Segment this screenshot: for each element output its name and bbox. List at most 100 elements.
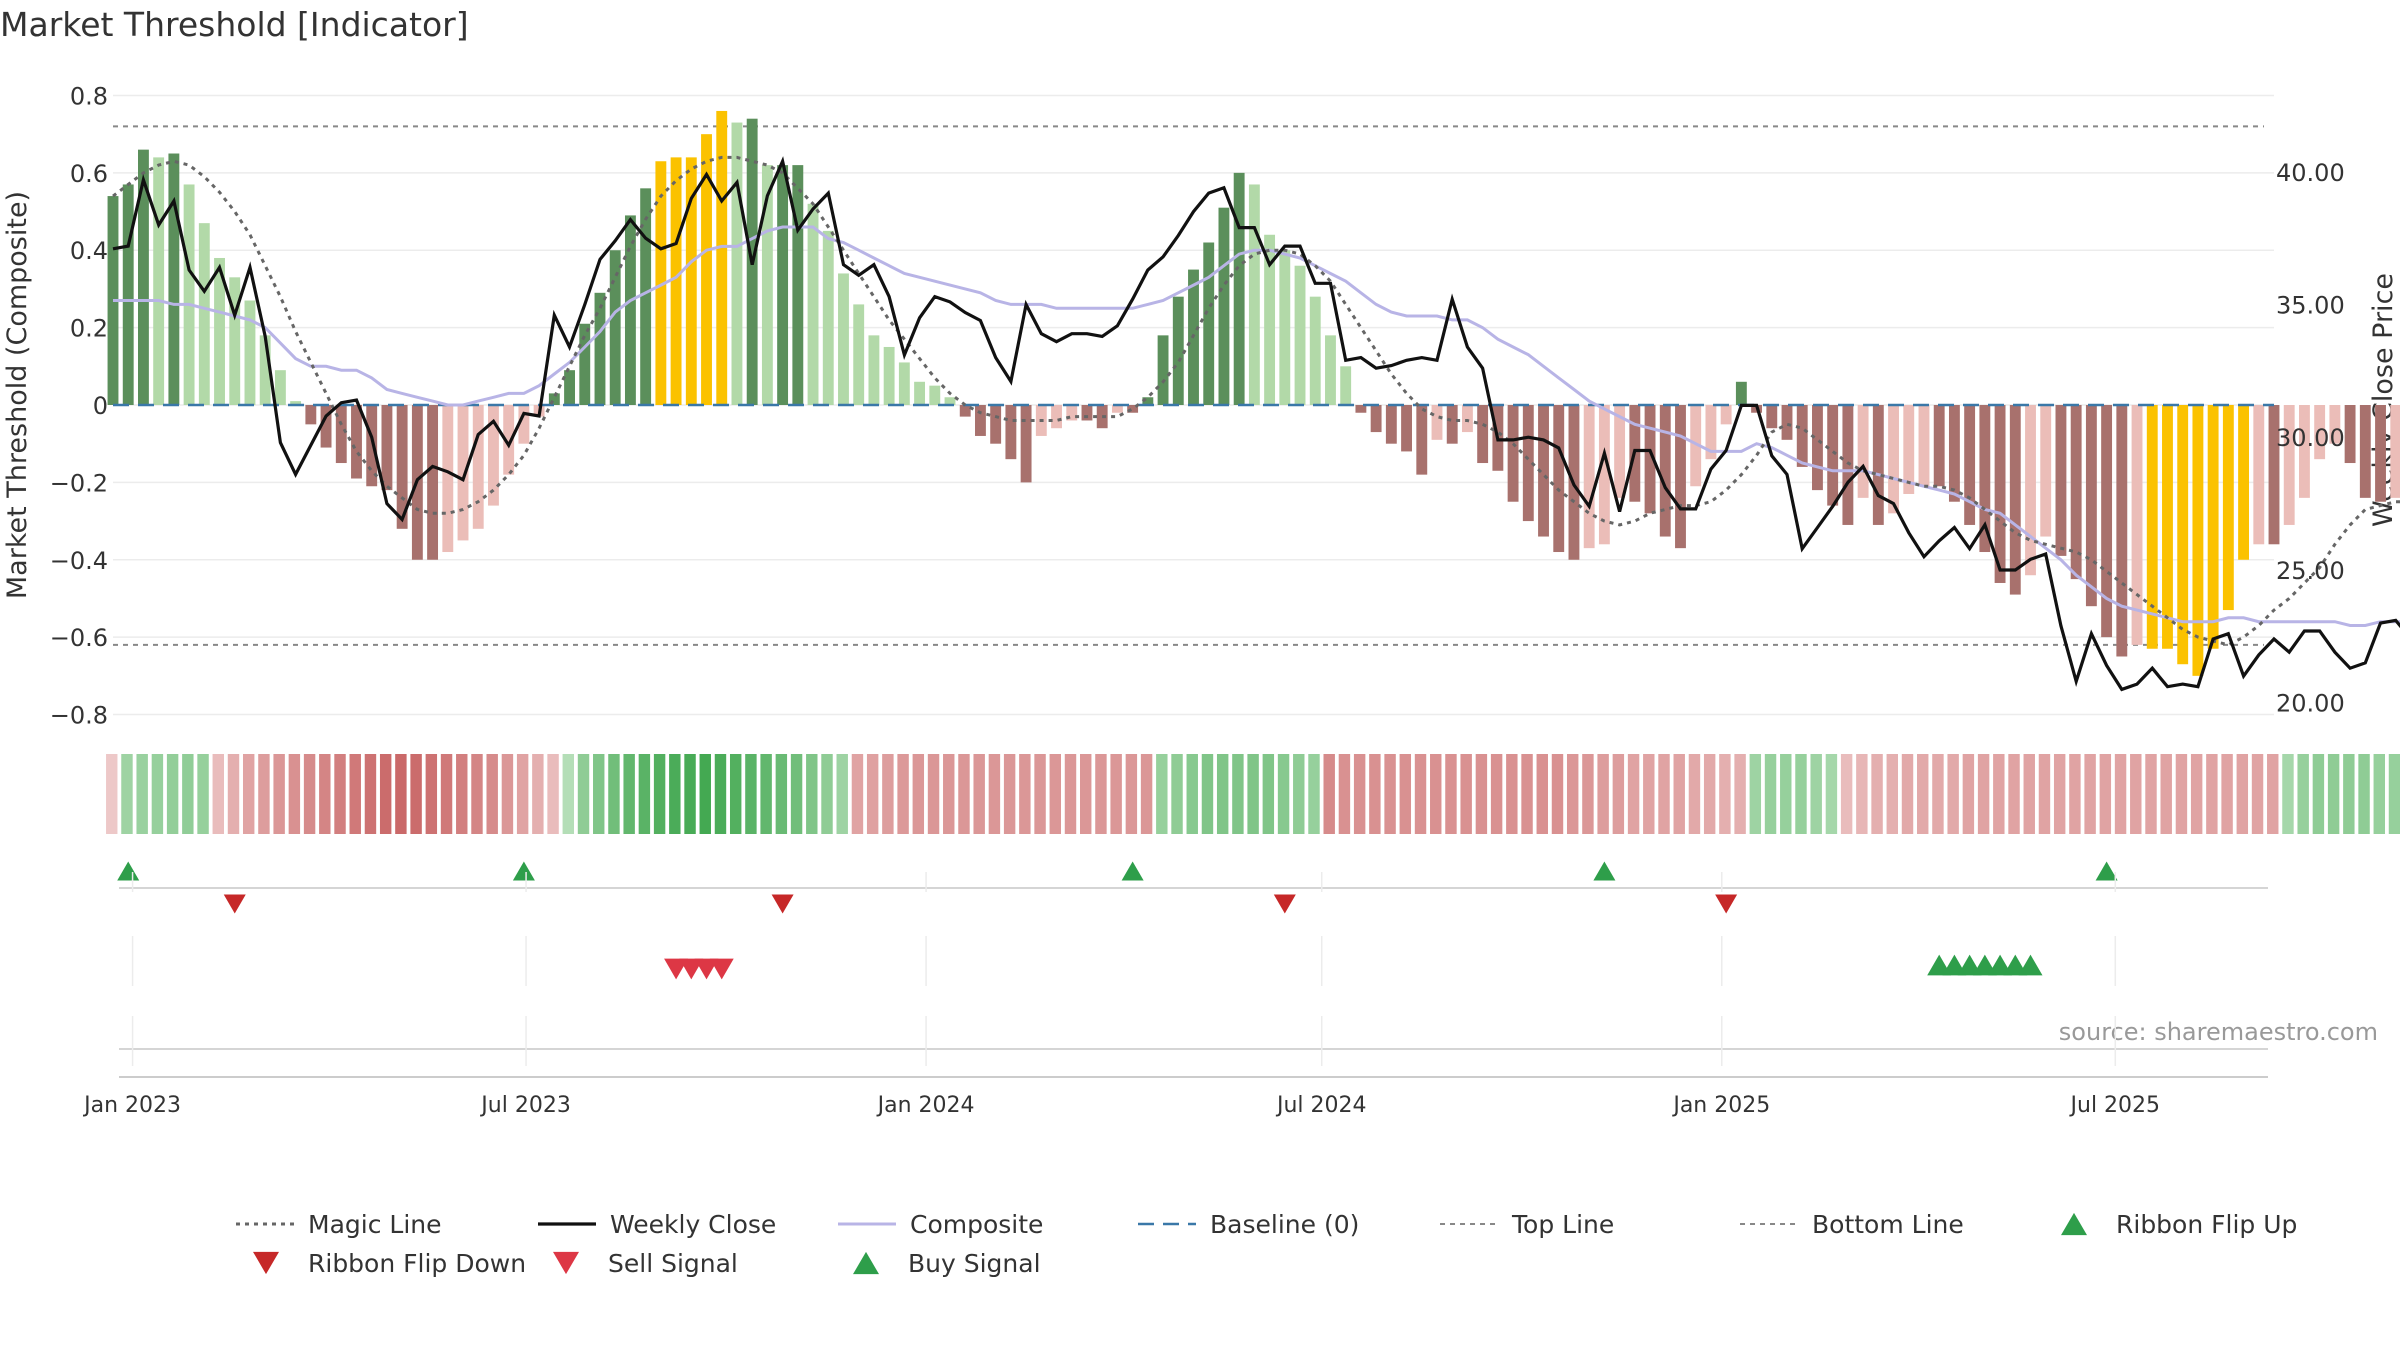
ribbon-cell: [866, 754, 879, 834]
ribbon-flip-up-marker: [117, 861, 140, 881]
composite-bar: [1081, 405, 1093, 421]
composite-bar: [1127, 405, 1139, 413]
ribbon-cell: [2160, 754, 2172, 834]
composite-bar: [929, 385, 941, 405]
ribbon-flip-down-marker: [223, 894, 246, 914]
sell-signal-marker: [694, 958, 719, 980]
composite-bar: [944, 397, 956, 405]
composite-bar: [472, 405, 484, 529]
composite-bar: [1309, 296, 1321, 405]
ribbon-cell: [2130, 754, 2142, 834]
ribbon-cell: [653, 754, 666, 834]
composite-bar: [1553, 405, 1565, 553]
legend-label: Magic Line: [308, 1210, 442, 1239]
ribbon-cell: [471, 754, 483, 834]
ribbon-cell: [1673, 754, 1685, 834]
ribbon-cell: [2069, 754, 2081, 834]
ribbon-cell: [151, 754, 164, 834]
legend-label: Ribbon Flip Down: [308, 1249, 526, 1278]
ribbon-cell: [1962, 754, 1975, 834]
buy-signal-marker: [1927, 954, 1952, 976]
main-grid: [113, 94, 2274, 716]
composite-bar: [1781, 405, 1793, 440]
composite-bar: [1522, 405, 1534, 522]
ribbon-cell: [1384, 754, 1396, 834]
ribbon-cell: [1430, 754, 1442, 834]
ribbon-cell: [1080, 754, 1092, 834]
ribbon-cell: [1003, 754, 1016, 834]
ribbon-strip: [106, 754, 2400, 834]
composite-bar: [2146, 405, 2158, 649]
ribbon-cell: [2236, 754, 2249, 834]
right-tick-label: 35.00: [2276, 292, 2345, 320]
legend-label: Composite: [910, 1210, 1043, 1239]
ribbon-cell: [1156, 754, 1168, 834]
x-tick-label: Jan 2023: [82, 1093, 181, 1118]
ribbon-cell: [775, 754, 788, 834]
legend-label: Weekly Close: [610, 1210, 776, 1239]
legend-label: Top Line: [1511, 1210, 1614, 1239]
ribbon-cell: [1049, 754, 1061, 834]
ribbon-cell: [943, 754, 955, 834]
composite-bar: [1705, 405, 1717, 460]
ribbon-cell: [1703, 754, 1716, 834]
composite-bar: [807, 203, 819, 405]
composite-bar: [457, 405, 469, 541]
composite-bar: [1735, 381, 1747, 405]
ribbon-cell: [2038, 754, 2051, 834]
buy-signal-marker: [2003, 954, 2028, 976]
ribbon-cell: [1247, 754, 1259, 834]
composite-bar: [1903, 405, 1915, 494]
flip-panel: [117, 861, 2268, 914]
composite-bar: [2344, 405, 2356, 464]
ribbon-cell: [2312, 754, 2325, 834]
ribbon-cell: [1095, 754, 1107, 834]
ribbon-cell: [1475, 754, 1488, 834]
ribbon-cell: [1597, 754, 1609, 834]
ribbon-cell: [1262, 754, 1275, 834]
composite-bar: [1294, 265, 1306, 405]
ribbon-cell: [882, 754, 894, 834]
composite-bar: [153, 157, 165, 405]
ribbon-cell: [121, 754, 133, 834]
ribbon-cell: [714, 754, 727, 834]
composite-bar: [2375, 405, 2386, 502]
composite-bar: [214, 257, 225, 405]
ribbon-cell: [623, 754, 635, 834]
ribbon-cell: [2327, 754, 2340, 834]
ribbon-cell: [1399, 754, 1412, 834]
composite-bar: [1872, 405, 1884, 525]
ribbon-cell: [669, 754, 681, 834]
legend-label: Baseline (0): [1210, 1210, 1359, 1239]
x-tick-label: Jul 2023: [479, 1093, 571, 1118]
ribbon-cell: [1780, 754, 1792, 834]
ribbon-cell: [242, 754, 255, 834]
composite-bar: [975, 405, 986, 436]
composite-bar: [366, 405, 378, 487]
composite-bar: [883, 346, 895, 405]
composite-bar: [1933, 405, 1945, 487]
ribbon-cell: [2297, 754, 2309, 834]
composite-bar: [1507, 405, 1519, 502]
ribbon-cell: [2251, 754, 2264, 834]
composite-bar: [198, 223, 210, 405]
composite-bar: [1644, 405, 1656, 514]
ribbon-cell: [1993, 754, 2005, 834]
ribbon-cell: [197, 754, 209, 834]
composite-bar: [761, 165, 773, 405]
buy-signal-marker: [1942, 954, 1967, 976]
composite-bar: [2283, 405, 2295, 525]
ribbon-cell: [2175, 754, 2188, 834]
ribbon-cell: [319, 754, 331, 834]
ribbon-cell: [1977, 754, 1990, 834]
ribbon-cell: [2084, 754, 2096, 834]
chart-title: Market Threshold [Indicator]: [0, 5, 469, 44]
source-note: source: sharemaestro.com: [2059, 1018, 2378, 1046]
ribbon-cell: [1460, 754, 1472, 834]
ribbon-cell: [2267, 754, 2279, 834]
ribbon-cell: [1947, 754, 1959, 834]
composite-bar: [122, 184, 134, 405]
ribbon-cell: [821, 754, 833, 834]
ribbon-cell: [166, 754, 179, 834]
ribbon-cell: [2008, 754, 2020, 834]
